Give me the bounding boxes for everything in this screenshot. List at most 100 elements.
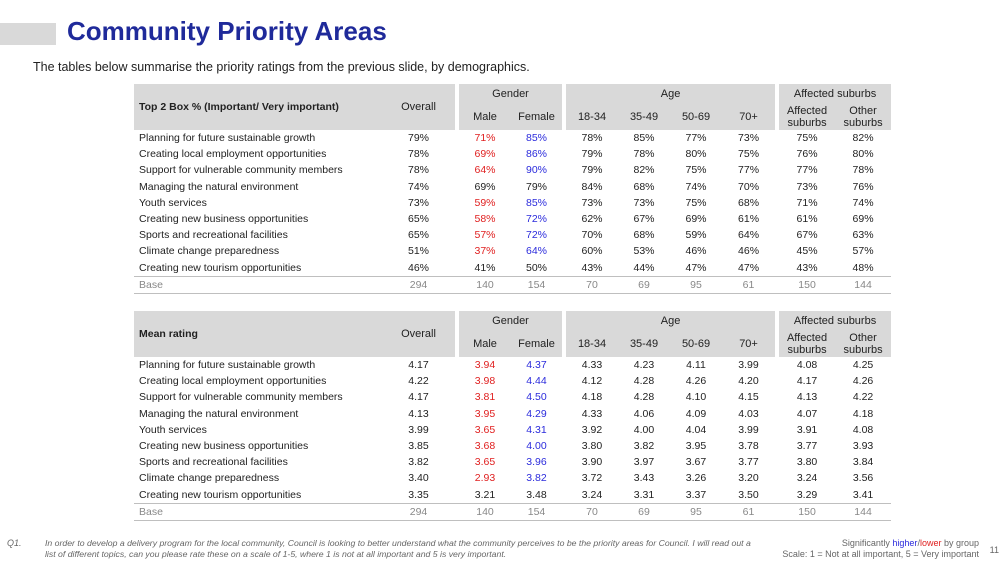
column-gap — [562, 130, 567, 147]
cell-value: 3.91 — [796, 423, 818, 436]
page-number: 11 — [989, 545, 999, 555]
cell-value: 3.90 — [581, 456, 603, 469]
header-age: Age — [566, 84, 776, 104]
question-text: In order to develop a delivery program f… — [45, 538, 751, 559]
cell-value: 70% — [581, 229, 603, 242]
column-gap — [775, 162, 780, 179]
column-gap — [562, 421, 567, 439]
sig-prefix: Significantly — [841, 538, 893, 548]
column-gap — [455, 373, 459, 390]
cell-value: 3.65 — [474, 423, 496, 436]
cell-value: 75% — [685, 196, 707, 209]
cell-value: 69 — [618, 275, 671, 295]
sig-higher: higher — [892, 538, 918, 548]
row-label: Base — [134, 502, 382, 522]
mean-rating-table: Mean rating Overall Gender Age Affected subu… — [134, 311, 892, 522]
table-row: Planning for future sustainable growth 4.… — [134, 357, 891, 374]
cell-value: 3.99 — [738, 359, 759, 371]
cell-value: 4.23 — [633, 359, 655, 371]
cell-value: 3.99 — [738, 423, 759, 436]
cell-value: 3.24 — [581, 488, 603, 501]
cell-value: 150 — [779, 275, 836, 295]
header-age2: 35-49 — [618, 104, 671, 130]
cell-value: 3.80 — [796, 456, 818, 469]
cell-value: 48% — [852, 261, 874, 274]
cell-value: 65% — [407, 213, 429, 226]
cell-value: 76% — [852, 180, 874, 193]
cell-value: 67% — [796, 229, 818, 242]
cell-value: 90% — [526, 164, 548, 177]
column-gap — [562, 454, 567, 471]
cell-value: 4.07 — [796, 407, 818, 420]
cell-value: 4.03 — [738, 407, 759, 420]
header-age: Age — [566, 311, 776, 331]
column-gap — [455, 357, 459, 374]
row-label: Support for vulnerable community members — [139, 391, 343, 404]
cell-value: 3.24 — [796, 472, 818, 485]
cell-value: 3.77 — [738, 456, 759, 469]
cell-value: 76% — [796, 148, 818, 161]
cell-value: 77% — [685, 132, 707, 144]
table-row: Support for vulnerable community members… — [134, 162, 891, 179]
cell-value: 4.00 — [526, 440, 547, 453]
cell-value: 4.28 — [633, 391, 655, 404]
cell-value: 47% — [685, 261, 707, 274]
header-age4: 70+ — [722, 331, 776, 357]
header-overall: Overall — [382, 84, 455, 130]
mean-caption: Mean rating — [134, 311, 382, 357]
column-gap — [775, 421, 780, 439]
column-gap — [562, 259, 567, 277]
column-gap — [775, 194, 780, 212]
cell-value: 3.67 — [685, 456, 707, 469]
cell-value: 69 — [618, 502, 671, 522]
cell-value: 4.26 — [685, 375, 707, 388]
row-label: Planning for future sustainable growth — [139, 359, 316, 371]
sig-suffix: by group — [941, 538, 979, 548]
table-row: Managing the natural environment 74% 69% 79… — [134, 178, 891, 195]
column-gap — [455, 438, 459, 455]
cell-value: 74% — [407, 180, 429, 193]
cell-value: 150 — [779, 502, 836, 522]
cell-value: 75% — [738, 148, 760, 161]
cell-value: 4.33 — [581, 407, 603, 420]
cell-value: 4.25 — [852, 359, 874, 371]
cell-value: 3.78 — [738, 440, 759, 453]
column-gap — [562, 311, 567, 331]
row-label: Planning for future sustainable growth — [139, 132, 316, 144]
cell-value: 69% — [474, 148, 496, 161]
cell-value: 3.77 — [796, 440, 818, 453]
cell-value: 4.08 — [796, 359, 818, 371]
column-gap — [562, 178, 567, 195]
cell-value: 71% — [796, 196, 818, 209]
table-row: Creating new tourism opportunities 3.35 3.… — [134, 486, 891, 504]
cell-value: 4.20 — [738, 375, 759, 388]
cell-value: 85% — [526, 132, 548, 144]
top2box-table: Top 2 Box % (Important/ Very important) O… — [134, 84, 892, 295]
cell-value: 3.81 — [474, 391, 496, 404]
row-label: Managing the natural environment — [139, 407, 299, 420]
cell-value: 43% — [796, 261, 818, 274]
column-gap — [562, 243, 567, 260]
column-gap — [455, 104, 459, 130]
cell-value: 3.68 — [474, 440, 496, 453]
cell-value: 77% — [796, 164, 818, 177]
row-label: Creating local employment opportunities — [139, 148, 327, 161]
cell-value: 3.98 — [474, 375, 496, 388]
cell-value: 68% — [738, 196, 760, 209]
cell-value: 79% — [581, 164, 603, 177]
cell-value: 3.48 — [526, 488, 547, 501]
column-gap — [775, 227, 780, 244]
cell-value: 4.09 — [685, 407, 707, 420]
column-gap — [562, 194, 567, 212]
header-overall: Overall — [382, 311, 455, 357]
table-row: Creating new tourism opportunities 46% 41%… — [134, 259, 891, 277]
cell-value: 3.72 — [581, 472, 603, 485]
cell-value: 67% — [633, 213, 655, 226]
cell-value: 82% — [633, 164, 655, 177]
cell-value: 50% — [526, 261, 548, 274]
cell-value: 73% — [581, 196, 603, 209]
column-gap — [562, 162, 567, 179]
cell-value: 37% — [474, 245, 496, 258]
cell-value: 43% — [581, 261, 603, 274]
header-affected: Affected suburbs — [779, 331, 836, 357]
